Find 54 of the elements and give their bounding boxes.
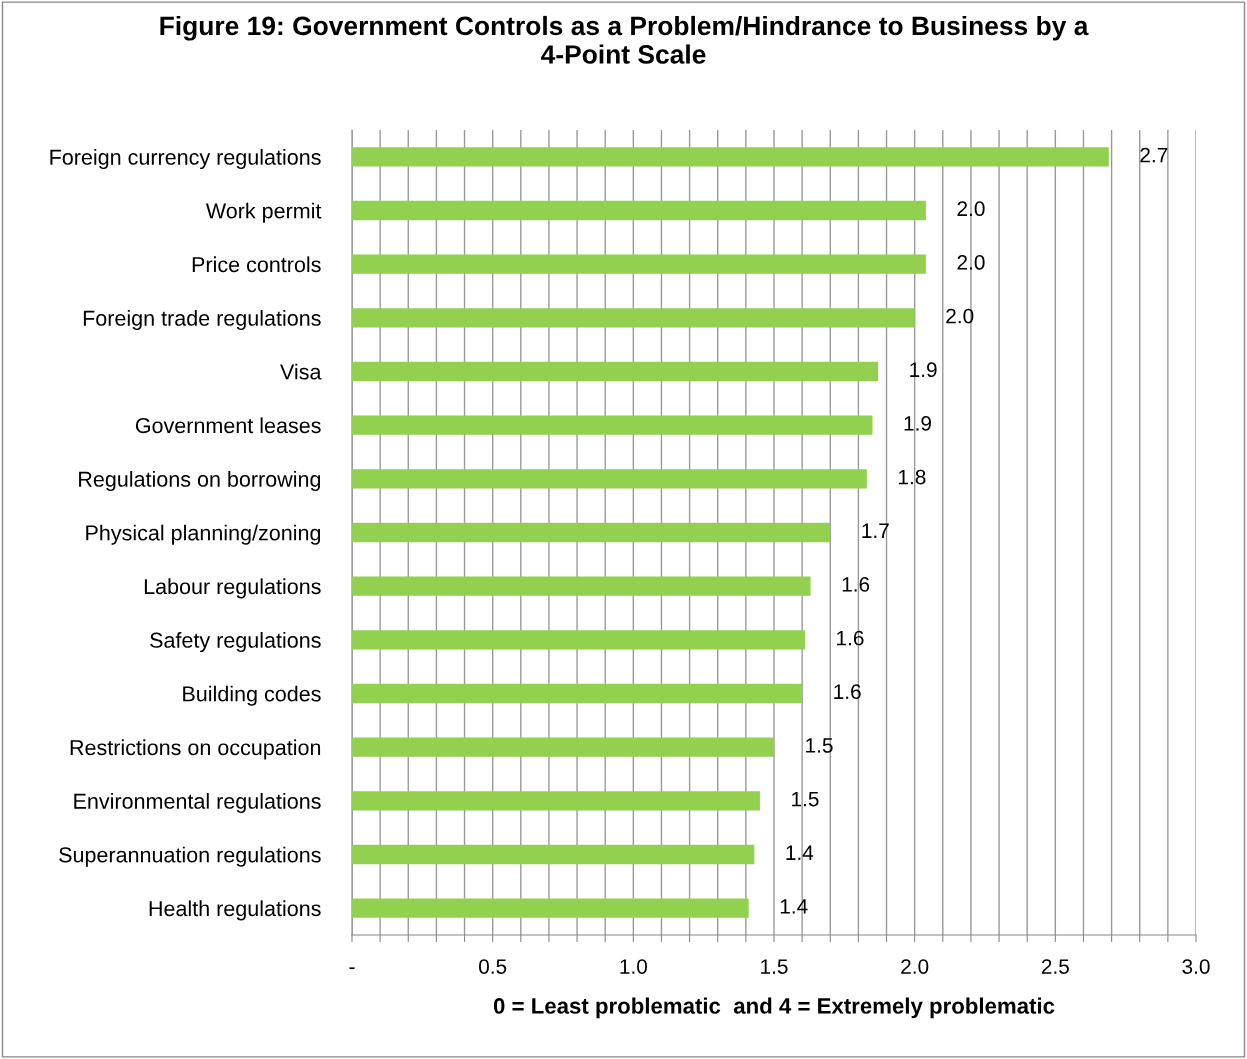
y-tick-label: Safety regulations	[150, 632, 321, 653]
x-tick-label: 0.5	[479, 959, 507, 974]
data-label: 1.6	[842, 577, 870, 592]
x-tick-label: 3.0	[1182, 959, 1210, 974]
bar	[352, 522, 831, 543]
bar	[352, 683, 803, 704]
data-label: 1.6	[834, 684, 861, 700]
x-tick-label: 1.0	[620, 959, 647, 974]
y-tick-label: Labour regulations	[144, 578, 321, 599]
bar	[352, 737, 774, 757]
data-label: 1.5	[806, 738, 833, 753]
data-label: 1.9	[910, 362, 937, 378]
data-label: 1.8	[898, 469, 926, 485]
data-label: 2.0	[946, 308, 974, 324]
data-label: 1.4	[786, 845, 814, 860]
data-label: 2.7	[1140, 147, 1168, 163]
data-label: 2.0	[957, 255, 985, 270]
y-tick-label: Physical planning/zoning	[86, 524, 321, 545]
bar	[352, 576, 811, 596]
bar	[352, 200, 926, 221]
y-tick-label: Superannuation regulations	[59, 846, 321, 867]
y-tick-label: Government leases	[135, 417, 321, 434]
y-tick-label: Work permit	[205, 202, 322, 223]
x-axis-title: 0 = Least problematic and 4 = Extremely problematic	[493, 997, 1055, 1019]
y-tick-label: Price controls	[192, 256, 321, 273]
y-tick-label: Restrictions on occupation	[70, 739, 321, 760]
bar	[352, 415, 873, 435]
y-tick-label: Foreign trade regulations	[83, 310, 321, 331]
bar	[352, 469, 867, 489]
y-tick-label: Environmental regulations	[74, 793, 321, 814]
x-tick-label: 1.5	[761, 959, 788, 974]
data-label: 1.9	[904, 416, 931, 431]
data-label: 1.4	[780, 899, 808, 914]
bar	[352, 898, 749, 918]
bar	[352, 254, 926, 274]
data-label: 1.7	[862, 523, 889, 538]
y-tick-label: Health regulations	[149, 900, 321, 921]
y-tick-label: Foreign currency regulations	[50, 149, 321, 170]
bar	[352, 361, 879, 382]
bar	[352, 147, 1109, 167]
bar	[352, 630, 805, 650]
y-tick-label: Visa	[280, 363, 322, 380]
x-tick-label: -	[349, 967, 355, 969]
data-label: 1.5	[792, 791, 819, 807]
y-tick-label: Building codes	[183, 685, 321, 706]
x-tick-label: 2.0	[901, 959, 929, 974]
chart-title: Figure 19: Government Controls as a Problem/Hindrance to Business by a 4-Point Scale	[160, 15, 1089, 64]
data-label: 1.6	[837, 630, 864, 646]
data-label: 2.0	[957, 201, 985, 217]
bar	[352, 791, 760, 811]
y-tick-label: Regulations on borrowing	[79, 471, 321, 492]
bar	[352, 844, 755, 865]
bar	[352, 308, 915, 328]
x-tick-label: 2.5	[1041, 959, 1069, 974]
